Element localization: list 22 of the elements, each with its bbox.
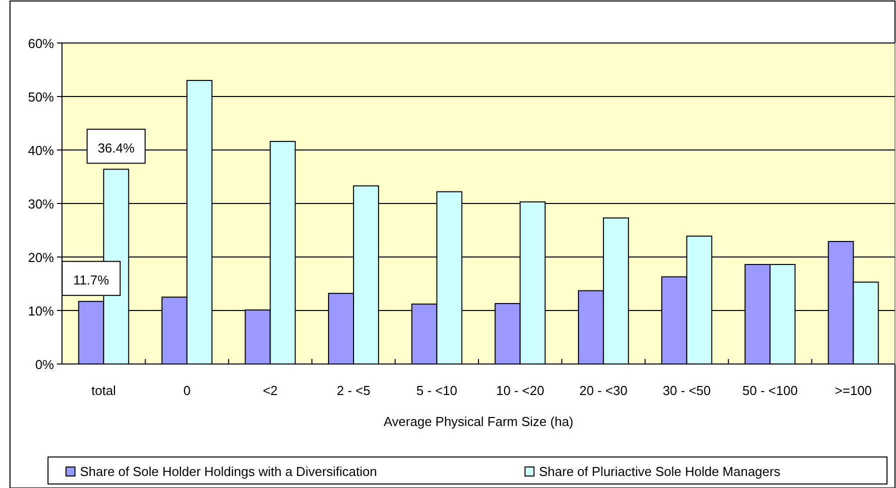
x-tick-label: 5 - <10 — [416, 383, 458, 398]
x-tick-label: >=100 — [834, 383, 872, 398]
x-tick-label: 0 — [183, 383, 191, 398]
x-axis-title: Average Physical Farm Size (ha) — [384, 414, 574, 429]
y-tick-label: 30% — [28, 196, 54, 212]
y-tick-label: 0% — [35, 357, 54, 372]
data-label: 11.7% — [73, 272, 110, 288]
y-tick-label: 20% — [28, 250, 54, 265]
x-tick-label: 2 - <5 — [336, 383, 370, 398]
x-tick-label: 30 - <50 — [662, 383, 711, 398]
x-tick-label: 10 - <20 — [496, 383, 544, 398]
data-label: 36.4% — [98, 140, 136, 156]
x-tick-label: 20 - <30 — [579, 383, 628, 398]
x-tick-label: <2 — [262, 383, 278, 398]
y-tick-label: 40% — [28, 143, 54, 158]
legend-label: Share of Sole Holder Holdings with a Diversification — [80, 464, 377, 479]
legend-label: Share of Pluriactive Sole Holde Managers — [539, 464, 781, 479]
x-tick-label: total — [91, 383, 116, 398]
y-tick-label: 60% — [28, 36, 54, 51]
y-tick-label: 10% — [28, 304, 54, 318]
x-tick-label: 50 - <100 — [742, 383, 798, 398]
y-tick-label: 50% — [28, 90, 54, 104]
